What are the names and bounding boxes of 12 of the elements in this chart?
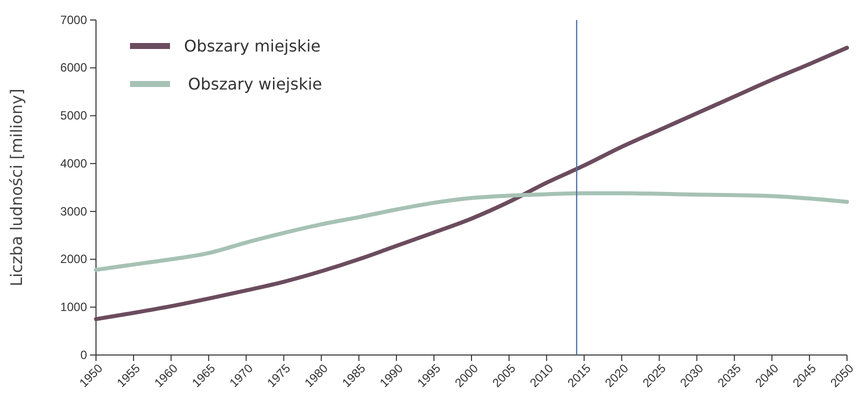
y-axis-title: Liczba ludności [miliony] — [7, 88, 26, 286]
legend-label: Obszary wiejskie — [188, 74, 322, 94]
y-tick-label: 4000 — [60, 156, 88, 170]
y-tick-label: 3000 — [60, 204, 88, 218]
line-series — [94, 191, 849, 272]
y-tick-label: 2000 — [60, 252, 88, 266]
y-tick-label: 0 — [80, 348, 88, 362]
y-tick-label: 1000 — [60, 300, 88, 314]
y-tick-label: 5000 — [60, 108, 88, 123]
legend-label: Obszary miejskie — [184, 36, 321, 56]
y-tick-label: 7000 — [60, 12, 88, 27]
y-tick-label: 6000 — [60, 60, 88, 75]
